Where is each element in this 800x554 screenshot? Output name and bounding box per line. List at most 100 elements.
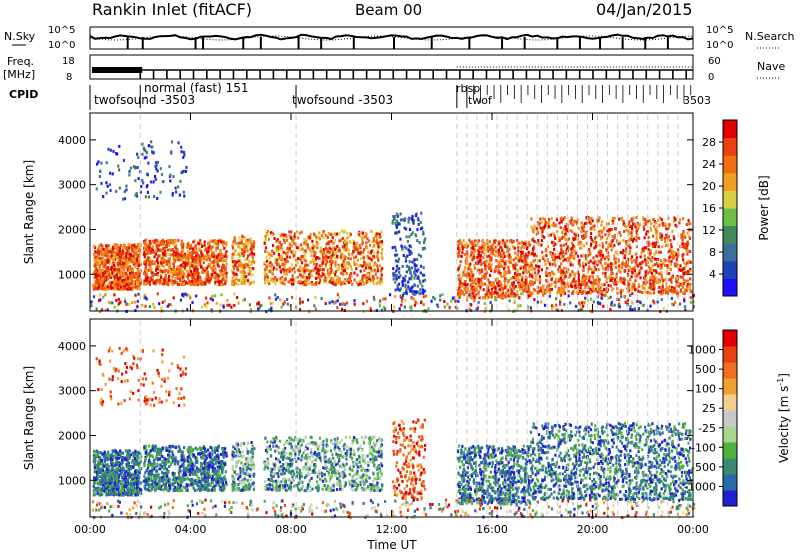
power-cell-4164 [627, 283, 630, 287]
power-cell-2541 [419, 271, 422, 275]
power-cell-1569 [243, 279, 246, 283]
power-cell-1464 [200, 282, 203, 286]
power-cell-2052 [365, 266, 368, 270]
power-cell-3344 [462, 273, 465, 277]
power-cell-1196 [197, 256, 200, 260]
power-cell-2361 [334, 262, 337, 266]
power-cell-532 [114, 287, 117, 291]
power-cell-1832 [349, 233, 352, 237]
power-cell-4771 [140, 185, 143, 188]
power-cell-1784 [264, 275, 267, 279]
power-cell-1100 [224, 268, 227, 272]
power-cell-2864 [470, 246, 473, 250]
power-cell-2741 [516, 272, 519, 276]
power-cell-4521 [627, 273, 630, 277]
power-cell-1878 [292, 238, 295, 242]
power-cell-3978 [623, 282, 626, 286]
power-cell-4054 [642, 281, 645, 285]
power-cell-4591 [600, 237, 603, 241]
power-cell-2262 [312, 232, 316, 236]
power-cell-1209 [188, 245, 191, 248]
power-cell-4214 [606, 229, 609, 233]
power-cell-1380 [209, 247, 212, 251]
power-cell-2329 [347, 256, 350, 260]
power-cell-4275 [666, 269, 669, 273]
power-cell-2319 [306, 263, 309, 267]
power-cell-3856 [544, 262, 547, 266]
power-cell-3736 [592, 256, 595, 260]
power-cell-2623 [403, 226, 406, 230]
power-cell-2665 [407, 220, 410, 224]
power-cell-3066 [514, 251, 517, 255]
power-cell-3414 [646, 291, 649, 294]
power-cell-1911 [364, 274, 367, 278]
power-cell-3773 [554, 253, 557, 257]
power-cell-4432 [685, 223, 688, 226]
power-cell-2146 [276, 238, 279, 242]
power-cell-4205 [650, 228, 653, 232]
power-cell-4502 [686, 261, 689, 265]
power-cell-2436 [357, 283, 360, 287]
power-cell-3662 [631, 255, 634, 259]
power-cell-3500 [613, 244, 616, 247]
power-cell-568 [131, 271, 134, 275]
power-cell-4855 [104, 293, 107, 297]
power-cell-4779 [137, 177, 140, 181]
power-cell-822 [201, 267, 205, 271]
power-cell-4818 [219, 303, 222, 307]
power-cell-1627 [246, 254, 250, 258]
power-cell-4402 [645, 232, 648, 236]
power-cell-3276 [514, 274, 517, 278]
power-cell-4003 [565, 222, 568, 226]
power-cell-4595 [617, 242, 620, 246]
power-cell-2205 [370, 269, 373, 273]
cpid-program-4: rbsp [456, 82, 480, 95]
power-cell-4587 [644, 258, 647, 262]
power-cell-2611 [396, 284, 399, 288]
power-cell-3693 [564, 251, 568, 255]
power-cell-2600 [413, 263, 416, 266]
power-cell-4701 [135, 191, 138, 195]
power-cell-2138 [366, 237, 369, 241]
power-cell-356 [123, 273, 126, 277]
power-cell-3818 [651, 234, 655, 238]
power-cell-2649 [398, 230, 401, 234]
power-cell-1323 [182, 261, 185, 265]
power-cell-4440 [553, 258, 556, 261]
power-cell-2845 [524, 255, 527, 259]
power-cell-2713 [529, 281, 532, 285]
power-cell-2043 [307, 263, 310, 267]
power-cell-2528 [417, 268, 420, 272]
power-cell-4044 [649, 275, 652, 279]
power-cell-1389 [180, 258, 183, 262]
power-cell-3428 [637, 224, 640, 228]
power-cell-4041 [605, 287, 609, 291]
power-cell-4562 [617, 264, 620, 268]
power-cell-1679 [248, 259, 251, 263]
power-cell-2379 [313, 250, 316, 254]
power-cell-3655 [644, 222, 647, 226]
power-cell-2434 [326, 271, 329, 275]
power-cell-3769 [683, 267, 686, 271]
power-cell-4806 [153, 306, 156, 309]
power-cell-582 [136, 269, 139, 273]
power-cell-1347 [203, 266, 206, 270]
power-cell-4699 [109, 148, 112, 152]
power-cell-1010 [180, 263, 184, 267]
power-cell-3362 [527, 250, 530, 254]
power-cell-2723 [492, 285, 495, 289]
power-cell-4109 [594, 279, 597, 282]
power-cell-606 [131, 273, 134, 277]
power-cell-4697 [108, 183, 112, 187]
power-cell-1445 [196, 270, 199, 274]
power-cell-1251 [177, 272, 180, 276]
power-cell-4640 [581, 223, 584, 227]
power-cell-4593 [547, 224, 550, 228]
power-cell-1456 [157, 274, 160, 278]
power-cell-4446 [561, 231, 564, 235]
power-cell-4134 [538, 275, 541, 279]
power-cell-4026 [648, 242, 651, 246]
power-cell-4813 [195, 294, 198, 298]
power-cell-2557 [410, 274, 413, 278]
power-cell-2001 [330, 233, 333, 237]
